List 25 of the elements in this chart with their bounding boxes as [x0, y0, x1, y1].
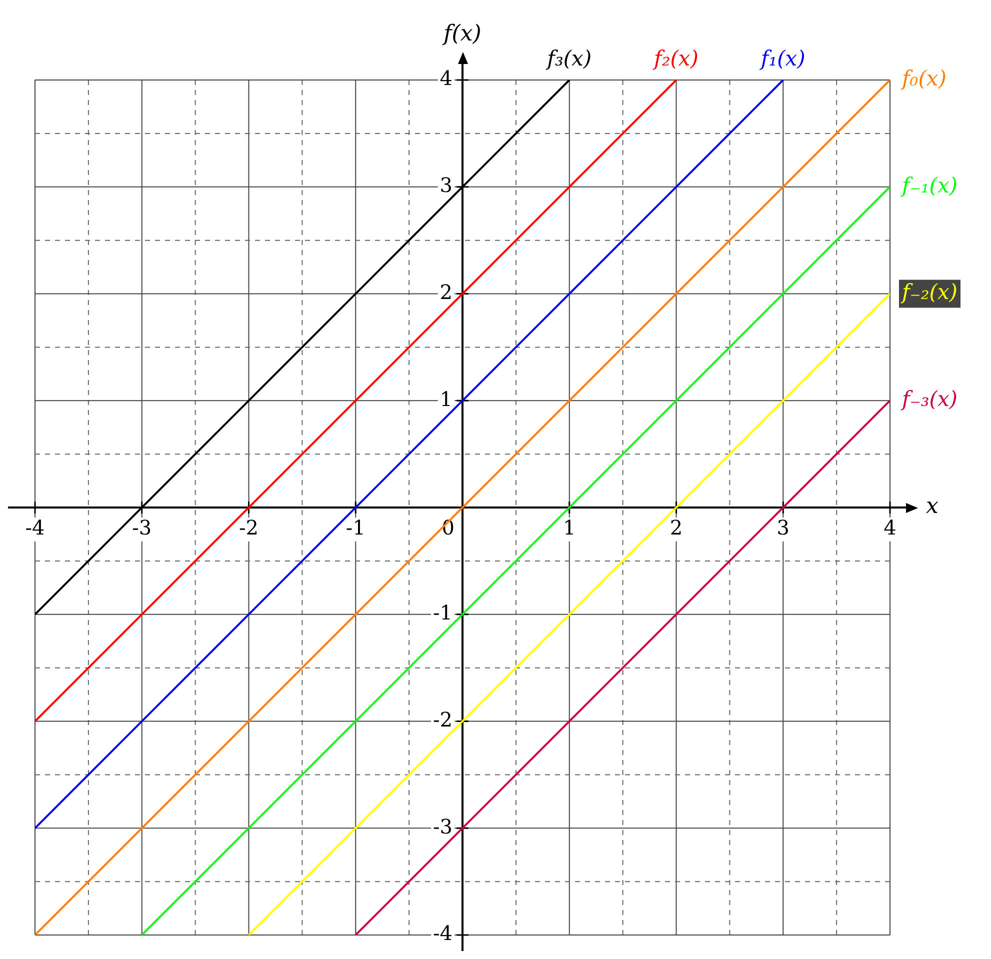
y-tick-label: 3	[440, 173, 452, 198]
y-tick-label: -4	[433, 921, 452, 946]
series-label: f₁(x)	[758, 46, 806, 70]
y-axis-title: f(x)	[442, 22, 482, 47]
x-tick-label: -4	[25, 516, 45, 540]
x-tick-label: 4	[884, 516, 896, 540]
x-axis-title: x	[926, 494, 939, 520]
series-label: f₋₃(x)	[900, 387, 958, 412]
series-label: f₋₁(x)	[900, 173, 958, 198]
series-label: f₀(x)	[900, 66, 946, 90]
x-tick-label: -1	[346, 516, 366, 540]
series-label: f₋₂(x)	[900, 280, 958, 304]
x-tick-label: 2	[670, 516, 683, 540]
series-label: f₃(x)	[545, 46, 592, 70]
y-tick-label: -2	[433, 707, 452, 732]
x-tick-label: -2	[239, 516, 258, 540]
series-label: f₂(x)	[652, 46, 698, 70]
y-tick-label: -3	[433, 814, 452, 838]
y-tick-label: 4	[440, 66, 452, 90]
y-tick-label: -1	[433, 600, 452, 625]
x-tick-label: -3	[132, 516, 152, 540]
y-tick-label: 2	[440, 280, 452, 304]
x-tick-label: 3	[776, 516, 790, 540]
y-tick-label: 1	[440, 386, 452, 411]
x-tick-label: 1	[563, 516, 576, 540]
